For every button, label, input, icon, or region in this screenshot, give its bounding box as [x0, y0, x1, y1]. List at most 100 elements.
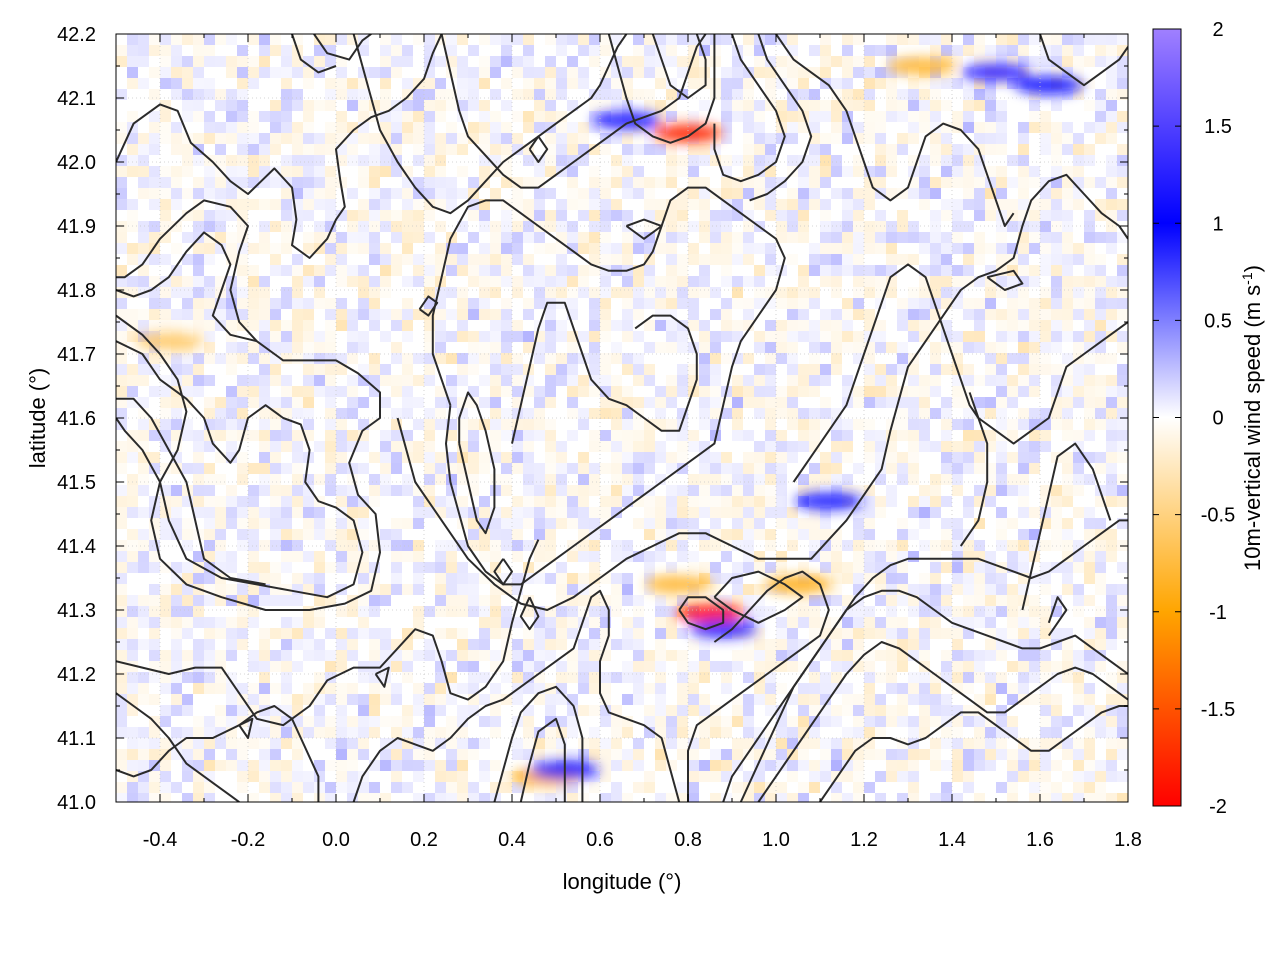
field-cell — [963, 45, 974, 56]
field-cell — [149, 452, 160, 463]
field-cell — [765, 661, 776, 672]
field-cell — [941, 540, 952, 551]
field-cell — [963, 595, 974, 606]
field-cell — [754, 298, 765, 309]
field-cell — [875, 232, 886, 243]
field-cell — [589, 507, 600, 518]
field-cell — [369, 298, 380, 309]
field-cell — [633, 430, 644, 441]
field-cell — [259, 485, 270, 496]
field-cell — [303, 155, 314, 166]
field-cell — [391, 111, 402, 122]
field-cell — [611, 199, 622, 210]
field-cell — [1095, 705, 1106, 716]
field-cell — [435, 221, 446, 232]
field-cell — [171, 243, 182, 254]
field-cell — [1007, 485, 1018, 496]
field-cell — [1117, 419, 1128, 430]
field-cell — [600, 177, 611, 188]
field-cell — [963, 441, 974, 452]
field-cell — [435, 287, 446, 298]
field-cell — [798, 639, 809, 650]
field-cell — [446, 474, 457, 485]
field-cell — [490, 628, 501, 639]
field-cell — [127, 683, 138, 694]
field-cell — [908, 419, 919, 430]
field-cell — [138, 34, 149, 45]
field-cell — [226, 100, 237, 111]
field-cell — [149, 111, 160, 122]
field-cell — [853, 540, 864, 551]
field-cell — [523, 650, 534, 661]
field-cell — [996, 639, 1007, 650]
field-cell — [1084, 793, 1095, 802]
field-cell — [930, 441, 941, 452]
field-cell — [655, 287, 666, 298]
field-cell — [1095, 518, 1106, 529]
field-cell — [567, 276, 578, 287]
field-cell — [402, 639, 413, 650]
field-cell — [248, 694, 259, 705]
field-cell — [1018, 606, 1029, 617]
field-cell — [952, 705, 963, 716]
field-cell — [974, 595, 985, 606]
field-cell — [1084, 782, 1095, 793]
field-cell — [468, 342, 479, 353]
field-cell — [336, 639, 347, 650]
field-cell — [215, 353, 226, 364]
field-cell — [1018, 364, 1029, 375]
field-cell — [875, 243, 886, 254]
field-cell — [336, 771, 347, 782]
field-cell — [567, 364, 578, 375]
field-cell — [523, 507, 534, 518]
field-cell — [820, 331, 831, 342]
field-cell — [204, 397, 215, 408]
field-cell — [281, 56, 292, 67]
field-cell — [1018, 232, 1029, 243]
field-cell — [699, 342, 710, 353]
field-cell — [193, 67, 204, 78]
field-cell — [1073, 276, 1084, 287]
field-cell — [996, 221, 1007, 232]
field-cell — [633, 661, 644, 672]
field-cell — [1040, 353, 1051, 364]
field-cell — [1073, 452, 1084, 463]
contour-line — [775, 34, 1015, 227]
field-cell — [842, 243, 853, 254]
field-cell — [413, 309, 424, 320]
field-cell — [864, 243, 875, 254]
field-cell — [996, 441, 1007, 452]
field-cell — [974, 89, 985, 100]
field-cell — [996, 34, 1007, 45]
field-cell — [743, 617, 754, 628]
field-cell — [710, 562, 721, 573]
field-cell — [237, 595, 248, 606]
field-cell — [391, 254, 402, 265]
field-cell — [160, 430, 171, 441]
field-cell — [270, 177, 281, 188]
field-cell — [908, 771, 919, 782]
field-cell — [886, 672, 897, 683]
field-cell — [281, 221, 292, 232]
field-cell — [765, 760, 776, 771]
field-cell — [886, 232, 897, 243]
contour-line — [713, 34, 786, 183]
field-cell — [457, 496, 468, 507]
field-cell — [292, 188, 303, 199]
field-cell — [787, 342, 798, 353]
field-cell — [512, 56, 523, 67]
field-cell — [600, 100, 611, 111]
field-cell — [952, 199, 963, 210]
field-cell — [402, 276, 413, 287]
field-cell — [732, 232, 743, 243]
field-cell — [578, 650, 589, 661]
field-cell — [171, 375, 182, 386]
field-cell — [677, 56, 688, 67]
field-cell — [204, 155, 215, 166]
field-cell — [457, 221, 468, 232]
field-cell — [545, 155, 556, 166]
field-cell — [732, 254, 743, 265]
field-cell — [1007, 727, 1018, 738]
field-cell — [699, 254, 710, 265]
field-cell — [721, 573, 732, 584]
